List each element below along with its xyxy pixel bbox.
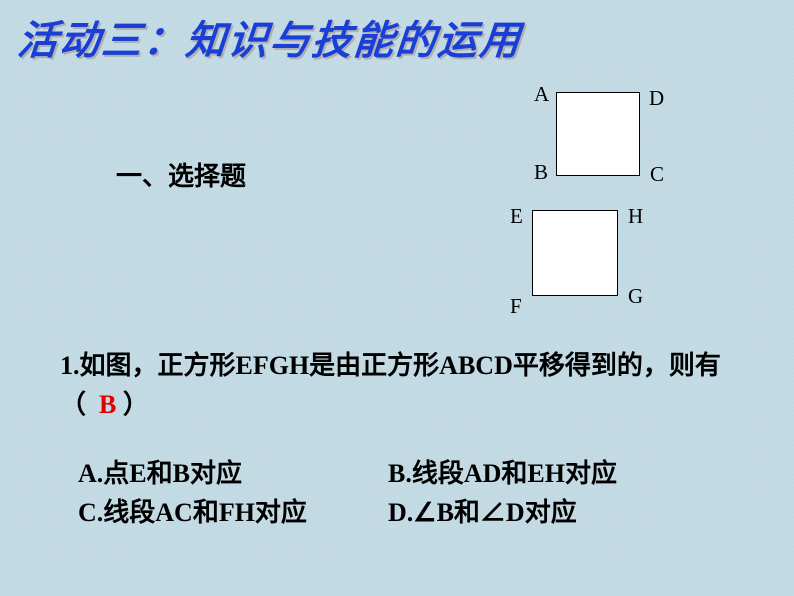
section-heading: 一、选择题 — [116, 156, 246, 193]
label-a: A — [534, 82, 549, 107]
diagram: A D B C E H F G — [528, 84, 728, 324]
option-row-2: C.线段AC和FH对应 D.∠B和∠D对应 — [78, 493, 738, 532]
question-1: 1.如图，正方形EFGH是由正方形ABCD平移得到的，则有（ B ） — [60, 346, 740, 424]
question-text: 如图，正方形EFGH是由正方形ABCD平移得到的，则有（ — [60, 351, 721, 419]
label-d: D — [649, 86, 664, 111]
label-b: B — [534, 160, 548, 185]
option-d: D.∠B和∠D对应 — [388, 493, 738, 532]
option-c: C.线段AC和FH对应 — [78, 493, 388, 532]
option-row-1: A.点E和B对应 B.线段AD和EH对应 — [78, 454, 738, 493]
label-f: F — [510, 294, 522, 319]
slide-title: 活动三：知识与技能的运用 — [15, 8, 524, 66]
label-h: H — [628, 204, 643, 229]
question-answer: B — [99, 390, 116, 419]
label-c: C — [650, 162, 664, 187]
question-text-close: ） — [123, 390, 149, 419]
label-g: G — [628, 284, 643, 309]
square-efgh — [532, 210, 618, 296]
question-number: 1. — [60, 351, 80, 380]
label-e: E — [510, 204, 523, 229]
option-b: B.线段AD和EH对应 — [388, 454, 738, 493]
options: A.点E和B对应 B.线段AD和EH对应 C.线段AC和FH对应 D.∠B和∠D… — [78, 454, 738, 532]
square-abcd — [556, 92, 640, 176]
option-a: A.点E和B对应 — [78, 454, 388, 493]
